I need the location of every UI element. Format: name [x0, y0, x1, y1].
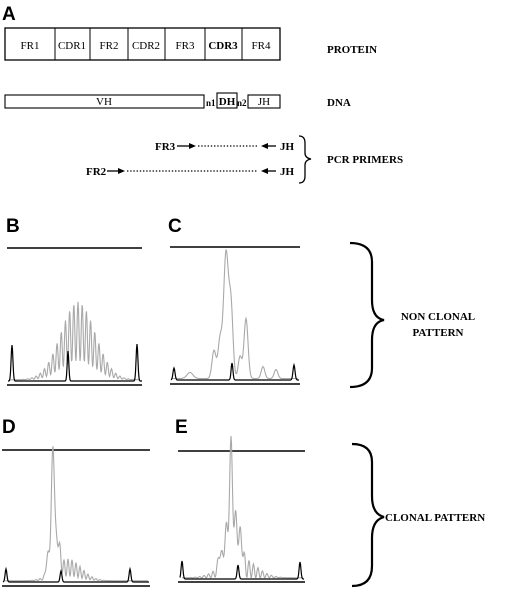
pcr-primers: FR3 JH FR2 JH — [86, 141, 295, 178]
segment-cdr1: CDR1 — [58, 40, 86, 52]
panel-label-d: D — [2, 417, 16, 438]
segment-fr3: FR3 — [176, 40, 195, 52]
dna-label: DNA — [327, 97, 351, 109]
dna-vh: VH — [96, 96, 112, 108]
panel-b-polyclonal-trace — [10, 301, 141, 381]
non-clonal-label-line1: NON CLONAL — [401, 311, 475, 323]
primer-jh-top-label: JH — [280, 141, 295, 153]
segment-cdr2: CDR2 — [132, 40, 160, 52]
panel-e-size-marker-trace — [179, 560, 304, 580]
panel-e-clonal-trace — [182, 436, 303, 579]
panel-c-trace — [170, 248, 299, 381]
dna-dh: DH — [219, 96, 236, 108]
panel-label-c: C — [168, 216, 182, 237]
primer-fr2-label: FR2 — [86, 166, 107, 178]
panel-d-trace — [2, 446, 149, 583]
segment-cdr3: CDR3 — [208, 40, 238, 52]
panel-label-b: B — [6, 216, 20, 237]
clonal-brace — [351, 442, 385, 588]
primer-fr3-label: FR3 — [155, 141, 176, 153]
primer-jh-bottom-label: JH — [280, 166, 295, 178]
dna-row: VH n1 DH n2 JH — [4, 92, 281, 109]
dna-n1: n1 — [206, 98, 216, 108]
protein-label: PROTEIN — [327, 44, 377, 56]
panel-c-size-marker-trace — [170, 362, 299, 381]
pcr-label: PCR PRIMERS — [327, 154, 403, 166]
segment-fr1: FR1 — [21, 40, 40, 52]
panel-d-size-marker-trace — [2, 566, 149, 583]
protein-bar: FR1 CDR1 FR2 CDR2 FR3 CDR3 FR4 — [4, 27, 281, 61]
panel-e-trace — [179, 436, 304, 580]
segment-fr4: FR4 — [252, 40, 271, 52]
dna-jh: JH — [258, 96, 270, 108]
segment-fr2: FR2 — [100, 40, 119, 52]
panel-d-clonal-trace — [5, 446, 148, 582]
panel-label-e: E — [175, 417, 188, 438]
panel-label-a: A — [2, 4, 16, 25]
dna-n2: n2 — [237, 98, 247, 108]
non-clonal-label-line2: PATTERN — [413, 327, 464, 339]
non-clonal-brace — [349, 241, 385, 389]
panel-c-polyclonal-trace — [172, 248, 298, 380]
pcr-brace — [298, 135, 312, 184]
clonal-label: CLONAL PATTERN — [385, 512, 485, 524]
panel-b-trace — [8, 301, 142, 382]
panel-b-size-marker-trace — [8, 343, 142, 382]
